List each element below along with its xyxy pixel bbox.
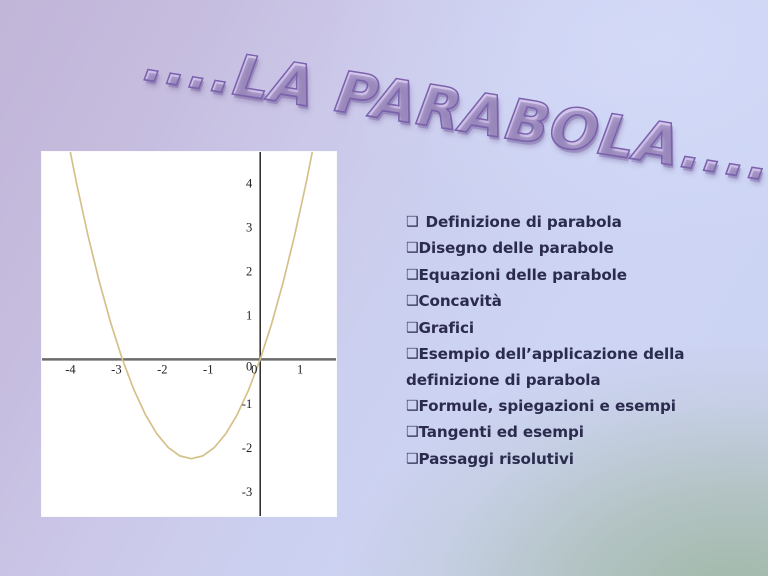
hollow-square-bullet-icon: ❑ — [406, 266, 419, 283]
list-item-label: Grafici — [418, 318, 474, 337]
title-area: ....LA PARABOLA.... — [0, 0, 768, 195]
list-item-label: Disegno delle parabole — [418, 239, 614, 258]
svg-text:-4: -4 — [65, 362, 76, 376]
list-item[interactable]: ❑Equazioni delle parabole — [406, 263, 726, 289]
list-item-label: Passaggi risolutivi — [418, 449, 574, 468]
list-item-continuation: definizione di parabola — [406, 371, 601, 390]
hollow-square-bullet-icon: ❑ — [406, 346, 419, 363]
svg-text:-1: -1 — [242, 397, 252, 411]
svg-text:-2: -2 — [242, 441, 252, 455]
hollow-square-bullet-icon: ❑ — [406, 424, 419, 441]
list-item-label: Tangenti ed esempi — [418, 423, 584, 442]
svg-text:3: 3 — [246, 221, 252, 235]
hollow-square-bullet-icon: ❑ — [406, 397, 419, 414]
y-axis-tick-labels: 4 3 2 1 0 -1 -2 -3 — [242, 176, 253, 499]
hollow-square-bullet-icon: ❑ — [406, 319, 419, 336]
hollow-square-bullet-icon: ❑ — [406, 450, 419, 467]
hollow-square-bullet-icon: ❑ — [406, 240, 419, 257]
list-item[interactable]: ❑ Definizione di parabola — [406, 210, 726, 236]
hollow-square-bullet-icon: ❑ — [406, 293, 419, 310]
list-item[interactable]: ❑Tangenti ed esempi — [406, 420, 726, 446]
list-item-label: Concavità — [418, 292, 502, 311]
svg-text:-1: -1 — [203, 362, 213, 376]
parabola-chart: -4 -3 -2 -1 0 1 4 3 2 1 0 -1 -2 -3 — [42, 152, 336, 516]
svg-text:-2: -2 — [157, 362, 167, 376]
parabola-curve — [69, 152, 314, 460]
svg-text:-3: -3 — [111, 362, 121, 376]
svg-text:0: 0 — [251, 362, 257, 376]
parabola-chart-svg: -4 -3 -2 -1 0 1 4 3 2 1 0 -1 -2 -3 — [42, 152, 336, 516]
svg-text:2: 2 — [246, 265, 252, 279]
list-item[interactable]: ❑Formule, spiegazioni e esempi — [406, 394, 726, 420]
list-item[interactable]: ❑Disegno delle parabole — [406, 236, 726, 262]
list-item-label: Esempio dell’applicazione della — [418, 345, 685, 364]
svg-text:1: 1 — [297, 362, 303, 376]
list-item[interactable]: ❑Grafici — [406, 316, 726, 342]
svg-text:-3: -3 — [242, 485, 252, 499]
x-axis-tick-labels: -4 -3 -2 -1 0 1 — [65, 362, 303, 376]
chart-plot-background — [42, 152, 336, 516]
list-item-label: Equazioni delle parabole — [418, 265, 627, 284]
list-item[interactable]: ❑Concavità — [406, 289, 726, 315]
svg-text:4: 4 — [246, 176, 253, 190]
svg-text:0: 0 — [246, 359, 252, 373]
list-item-label: Formule, spiegazioni e esempi — [418, 396, 676, 415]
list-item[interactable]: ❑Passaggi risolutivi — [406, 447, 726, 473]
list-item-label: Definizione di parabola — [425, 213, 622, 231]
hollow-square-bullet-icon: ❑ — [406, 214, 419, 230]
outline-list: ❑ Definizione di parabola ❑Disegno delle … — [406, 210, 726, 473]
svg-text:1: 1 — [246, 309, 252, 323]
list-item[interactable]: ❑Esempio dell’applicazione della — [406, 342, 726, 368]
